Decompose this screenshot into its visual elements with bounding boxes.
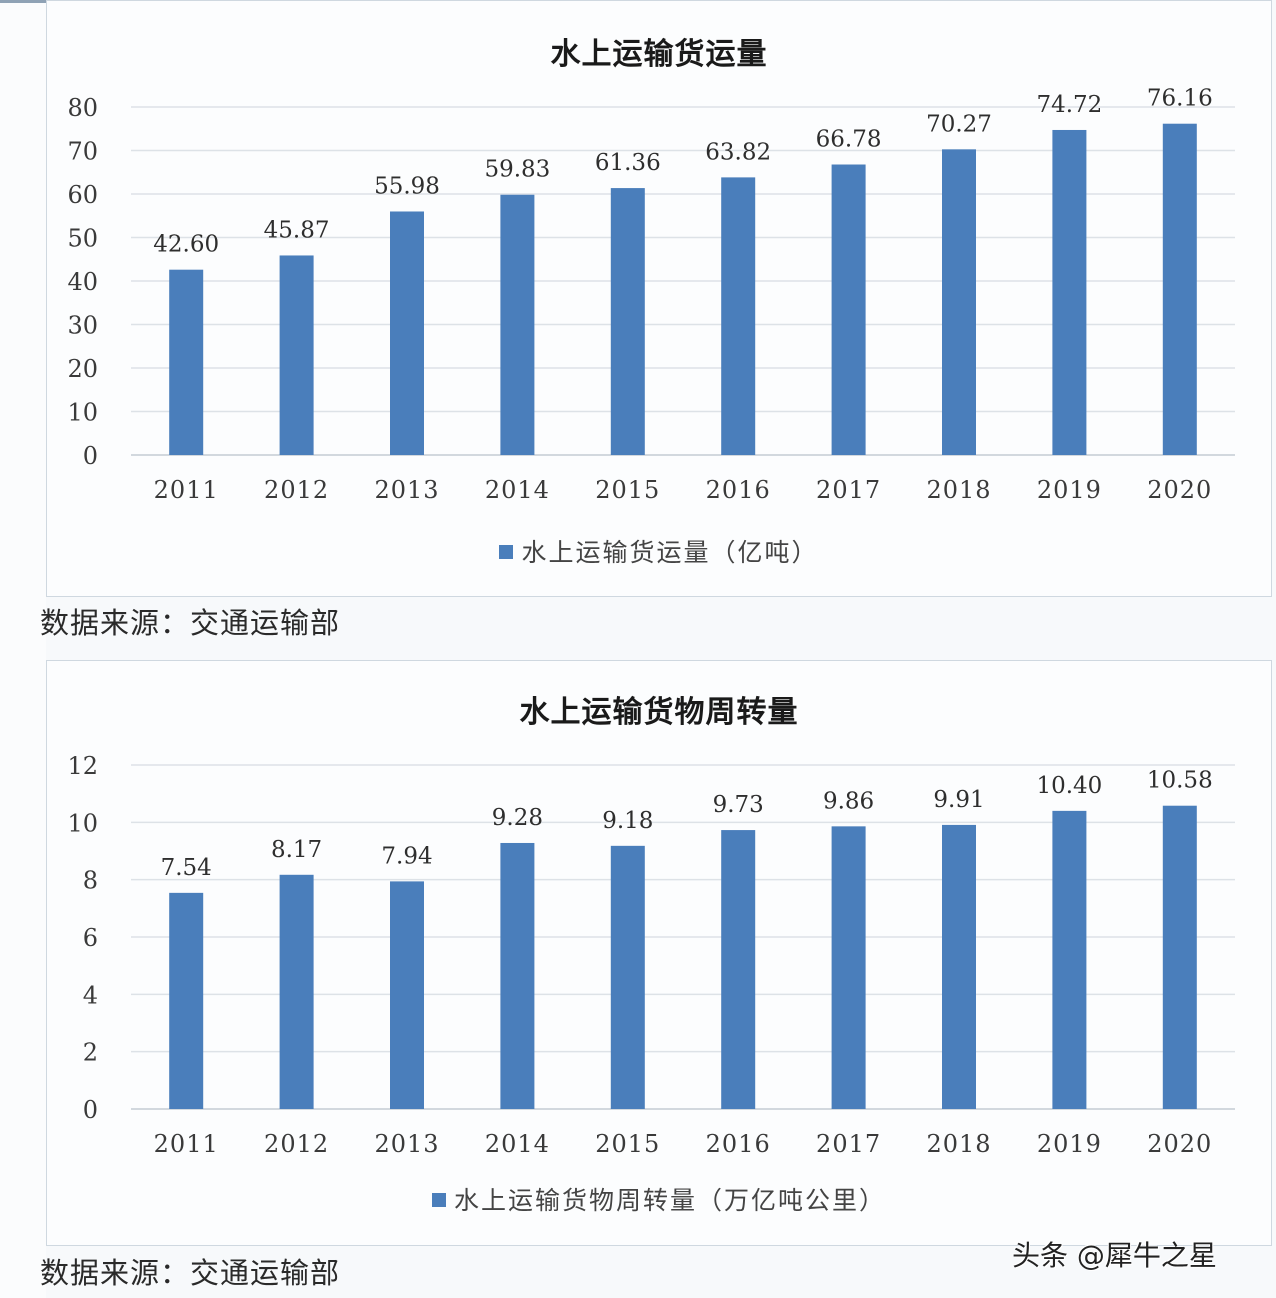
bar [279,874,314,1109]
data-label: 59.83 [484,157,550,183]
x-tick-label: 2015 [595,1130,660,1158]
y-tick-label: 6 [83,924,98,952]
y-tick-label: 0 [83,442,98,470]
bar [831,164,866,455]
top-strip [0,0,46,3]
y-tick-label: 10 [67,809,98,837]
bar [390,211,424,455]
bar [942,149,976,455]
x-tick-label: 2019 [1037,476,1102,504]
data-label: 7.54 [161,855,212,881]
y-tick-label: 50 [67,225,98,253]
y-tick-label: 80 [67,94,98,122]
x-tick-label: 2012 [264,1130,329,1158]
data-label: 9.91 [933,787,984,813]
data-source: 数据来源：交通运输部 [40,606,341,640]
y-tick-label: 4 [83,981,98,1009]
x-tick-label: 2018 [926,1130,991,1158]
data-label: 66.78 [816,127,882,153]
data-label: 9.18 [602,808,653,834]
chart-title: 水上运输货运量 [550,37,768,72]
bar [169,892,204,1109]
chart-panel-freight-turnover: 水上运输货物周转量 0 2 4 6 8 10 12 7.54 2011 8.17 2012 7.94 2… [46,660,1272,1246]
x-tick-label: 2016 [706,1130,771,1158]
x-tick-label: 2014 [485,476,550,504]
x-tick-label: 2017 [816,1130,881,1158]
x-tick-label: 2020 [1147,476,1212,504]
bar [721,177,756,455]
bar [390,881,424,1109]
x-tick-label: 2016 [706,476,771,504]
data-source: 数据来源：交通运输部 [40,1256,341,1290]
bar [500,842,535,1109]
y-tick-label: 70 [67,138,98,166]
bar [610,188,645,456]
chart-panel-freight-volume: 水上运输货运量 0 10 20 30 40 50 60 70 80 42.60 2011 45.87 2… [46,0,1272,597]
y-tick-label: 40 [67,268,98,296]
data-label: 9.73 [713,792,764,818]
chart-title: 水上运输货物周转量 [519,695,799,730]
data-label: 76.16 [1147,86,1213,112]
x-tick-label: 2012 [264,476,329,504]
bar [1162,805,1197,1109]
data-label: 10.58 [1147,768,1213,794]
bar [721,830,756,1109]
legend-swatch [431,1193,446,1207]
chart-legend: 水上运输货运量（亿吨） [47,533,1271,569]
data-label: 8.17 [271,837,322,863]
y-tick-label: 20 [67,355,98,383]
bar-chart-freight-turnover: 0 2 4 6 8 10 12 7.54 2011 8.17 2012 7.94 2013 9.28 201… [67,752,1235,1158]
data-label: 61.36 [595,150,661,176]
y-tick-label: 2 [83,1039,98,1067]
legend-label: 水上运输货运量（亿吨） [521,538,819,567]
data-label: 70.27 [926,111,992,137]
bar-chart-freight-volume: 0 10 20 30 40 50 60 70 80 42.60 2011 45.87 2012 55.98… [67,86,1235,504]
data-label: 63.82 [705,139,771,165]
data-label: 42.60 [153,232,219,258]
bar [500,194,535,455]
x-tick-label: 2019 [1037,1130,1102,1158]
x-tick-label: 2014 [485,1130,550,1158]
y-tick-label: 10 [67,399,98,427]
y-tick-label: 8 [83,867,98,895]
data-label: 74.72 [1036,92,1102,118]
chart-legend: 水上运输货物周转量（万亿吨公里） [47,1181,1271,1217]
x-tick-label: 2011 [154,1130,219,1158]
x-tick-label: 2015 [595,476,660,504]
bar [1162,123,1197,455]
x-tick-label: 2011 [154,476,219,504]
data-label: 10.40 [1036,773,1102,799]
x-tick-label: 2020 [1147,1130,1212,1158]
data-label: 7.94 [381,843,432,869]
x-tick-label: 2013 [374,476,439,504]
bar [831,826,866,1109]
bar [942,824,976,1109]
bar [1052,810,1087,1109]
x-tick-label: 2018 [926,476,991,504]
bar [1052,129,1087,455]
watermark: 头条 @犀牛之星 [1012,1239,1217,1272]
data-label: 55.98 [374,173,440,199]
legend-swatch [499,545,514,559]
legend-label: 水上运输货物周转量（万亿吨公里） [453,1186,886,1215]
data-label: 45.87 [264,217,330,243]
y-tick-label: 30 [67,312,98,340]
data-label: 9.28 [492,805,543,831]
x-tick-label: 2017 [816,476,881,504]
page-margin [0,0,46,1298]
x-tick-label: 2013 [374,1130,439,1158]
bar [610,845,645,1109]
bar [279,255,314,455]
y-tick-label: 0 [83,1096,98,1124]
y-tick-label: 12 [67,752,98,780]
bar [169,269,204,455]
y-tick-label: 60 [67,181,98,209]
data-label: 9.86 [823,788,874,814]
